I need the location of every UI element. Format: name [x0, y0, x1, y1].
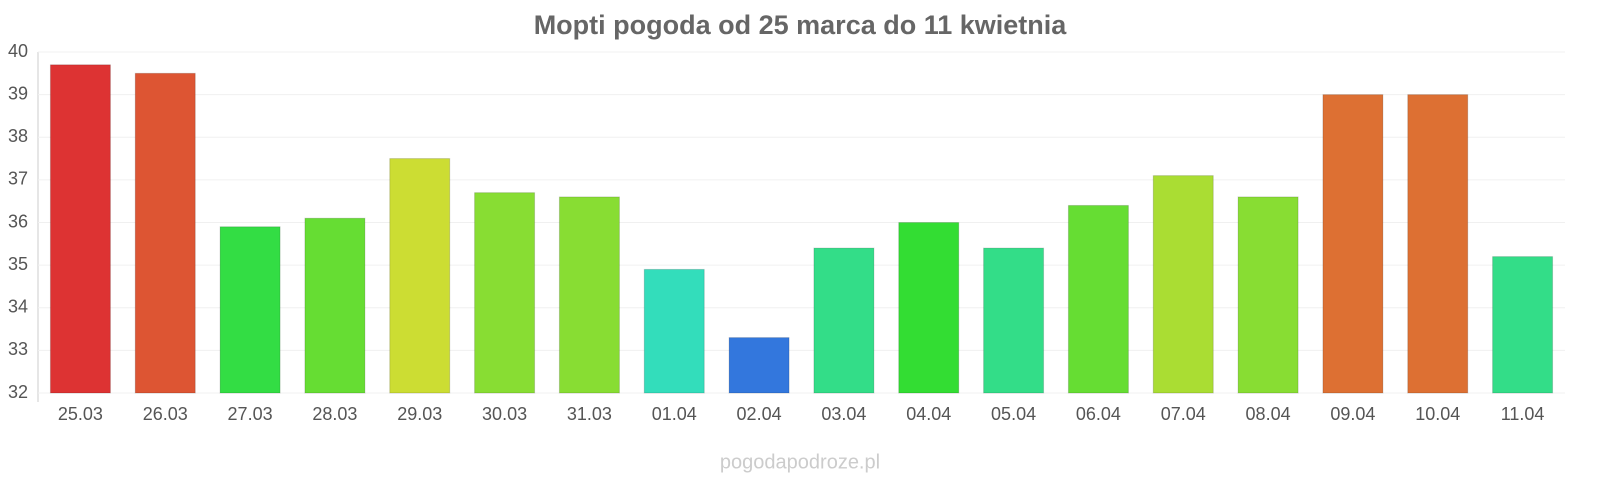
chart-title: Mopti pogoda od 25 marca do 11 kwietnia	[534, 10, 1068, 40]
y-tick-label: 33	[8, 339, 28, 359]
x-tick-label: 05.04	[991, 404, 1036, 424]
bar	[1067, 204, 1129, 394]
x-tick-label: 28.03	[312, 404, 357, 424]
y-tick-label: 36	[8, 211, 28, 231]
x-tick-label: 10.04	[1415, 404, 1460, 424]
bar	[49, 64, 111, 394]
bar	[1237, 196, 1299, 394]
x-tick-label: 01.04	[652, 404, 697, 424]
footer: pogodapodroze.pl	[720, 451, 880, 473]
bar	[1492, 256, 1554, 394]
y-tick-label: 38	[8, 126, 28, 146]
bar	[304, 217, 366, 394]
bar	[389, 158, 451, 394]
x-tick-label: 09.04	[1330, 404, 1375, 424]
x-tick-label: 25.03	[58, 404, 103, 424]
x-tick-label: 30.03	[482, 404, 527, 424]
y-tick-label: 37	[8, 169, 28, 189]
bar	[728, 337, 790, 394]
bar	[558, 196, 620, 394]
x-tick-label: 27.03	[228, 404, 273, 424]
y-tick-label: 34	[8, 297, 28, 317]
y-tick-label: 39	[8, 83, 28, 103]
bar	[1322, 94, 1384, 394]
x-tick-label: 26.03	[143, 404, 188, 424]
x-tick-label: 04.04	[906, 404, 951, 424]
x-tick-label: 03.04	[821, 404, 866, 424]
bar	[1152, 175, 1214, 394]
x-tick-label: 29.03	[397, 404, 442, 424]
x-tick-label: 06.04	[1076, 404, 1121, 424]
y-tick-label: 32	[8, 382, 28, 402]
bar	[219, 226, 281, 394]
bar	[643, 268, 705, 394]
x-tick-label: 07.04	[1161, 404, 1206, 424]
y-tick-label: 35	[8, 254, 28, 274]
x-tick-label: 31.03	[567, 404, 612, 424]
bar	[474, 192, 536, 394]
x-tick-label: 02.04	[737, 404, 782, 424]
x-tick-label: 08.04	[1246, 404, 1291, 424]
bar	[898, 222, 960, 394]
x-tick-label: 11.04	[1501, 404, 1545, 424]
bar	[1407, 94, 1469, 394]
bar	[134, 72, 196, 394]
bar	[983, 247, 1045, 394]
bar	[813, 247, 875, 394]
y-tick-label: 40	[8, 41, 28, 61]
